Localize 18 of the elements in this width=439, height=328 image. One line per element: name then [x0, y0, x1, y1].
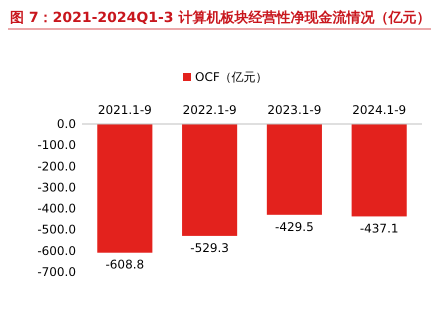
y-tick-label: -500.0 [37, 222, 76, 237]
y-tick-label: -300.0 [37, 180, 76, 194]
x-tick-label: 2021.1-9 [98, 103, 152, 117]
y-tick-label: -600.0 [37, 244, 76, 258]
y-tick-label: -200.0 [37, 159, 76, 174]
data-label: -608.8 [105, 258, 144, 272]
x-tick-label: 2023.1-9 [267, 103, 322, 117]
x-tick-label: 2022.1-9 [182, 103, 237, 117]
y-tick-label: 0.0 [56, 117, 76, 131]
data-label: -529.3 [190, 240, 229, 255]
x-tick-label: 2024.1-9 [352, 103, 406, 117]
data-label: -429.5 [275, 220, 314, 234]
data-label: -437.1 [360, 221, 399, 236]
y-tick-label: -100.0 [37, 138, 76, 152]
legend-label: OCF（亿元） [195, 70, 268, 84]
y-tick-label: -700.0 [37, 265, 76, 279]
chart-title: 图 7：2021-2024Q1-3 计算机板块经营性净现金流情况（亿元） [10, 9, 430, 26]
y-tick-label: -400.0 [37, 202, 76, 216]
